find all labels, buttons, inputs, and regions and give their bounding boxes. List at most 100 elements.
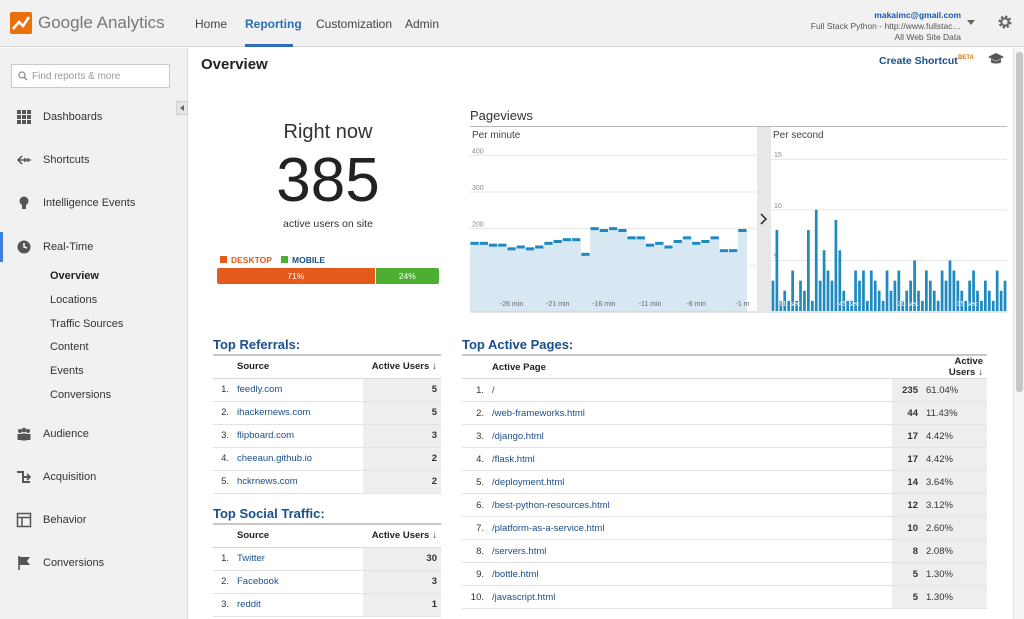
per-second-bar[interactable]	[948, 260, 952, 311]
per-second-bar[interactable]	[980, 300, 983, 311]
per-minute-point[interactable]	[609, 227, 618, 231]
per-second-bar[interactable]	[862, 270, 865, 311]
sort-down-icon[interactable]: ↓	[978, 367, 983, 378]
sidebar-item-conversions[interactable]: Conversions	[0, 548, 187, 578]
page-cell-link[interactable]: /flask.html	[492, 453, 535, 465]
per-second-bar[interactable]	[842, 290, 846, 311]
per-minute-point[interactable]	[710, 236, 719, 240]
search-box[interactable]	[11, 64, 170, 88]
per-second-bar[interactable]	[901, 300, 905, 311]
sidebar-item-behavior[interactable]: Behavior	[0, 505, 187, 535]
per-second-bar[interactable]	[925, 270, 928, 311]
sidebar-subitem-overview[interactable]: Overview	[50, 270, 99, 282]
google-analytics-logo[interactable]: Google Analytics	[10, 11, 165, 35]
per-second-bar[interactable]	[858, 280, 861, 311]
search-input[interactable]	[32, 68, 164, 84]
page-cell-link[interactable]: /javascript.html	[492, 591, 556, 603]
page-cell-link[interactable]: /	[492, 384, 495, 396]
page-cell-link[interactable]: /platform-as-a-service.html	[492, 522, 605, 534]
per-second-bar[interactable]	[909, 280, 912, 311]
per-second-bar[interactable]	[826, 270, 830, 311]
per-second-bar[interactable]	[818, 280, 822, 311]
per-minute-point[interactable]	[488, 243, 498, 247]
per-minute-point[interactable]	[738, 229, 747, 232]
per-second-bar[interactable]	[995, 270, 999, 311]
per-second-bar[interactable]	[775, 230, 779, 311]
source-cell-link[interactable]: ihackernews.com	[237, 407, 311, 418]
per-minute-point[interactable]	[581, 252, 590, 256]
per-second-bar[interactable]	[850, 300, 853, 311]
col-source[interactable]: Source	[233, 523, 363, 548]
per-second-bar[interactable]	[987, 290, 991, 311]
per-second-bar[interactable]	[905, 290, 909, 311]
source-cell-link[interactable]: flipboard.com	[237, 430, 295, 441]
scroll-thumb[interactable]	[1016, 52, 1023, 392]
per-minute-point[interactable]	[701, 240, 710, 243]
per-minute-point[interactable]	[627, 236, 636, 240]
sidebar-subitem-events[interactable]: Events	[50, 365, 84, 377]
page-cell-link[interactable]: /web-frameworks.html	[492, 407, 585, 419]
page-cell-link[interactable]: /django.html	[492, 430, 544, 442]
per-second-bar[interactable]	[881, 300, 885, 311]
per-second-bar[interactable]	[940, 270, 944, 311]
page-cell-link[interactable]: /bottle.html	[492, 568, 539, 580]
source-cell-link[interactable]: Facebook	[237, 576, 279, 587]
per-second-bar[interactable]	[893, 280, 897, 311]
col-active-users[interactable]: Active Users ↓	[363, 523, 441, 548]
per-second-bar[interactable]	[913, 260, 916, 311]
source-cell-link[interactable]: feedly.com	[237, 384, 283, 395]
per-second-bar[interactable]	[771, 280, 775, 311]
per-second-bar[interactable]	[838, 250, 842, 311]
nav-admin[interactable]: Admin	[405, 17, 440, 31]
create-shortcut-link[interactable]: Create Shortcut	[879, 55, 958, 67]
source-cell-link[interactable]: cheeaun.github.io	[237, 453, 313, 464]
per-minute-point[interactable]	[673, 240, 682, 243]
per-minute-point[interactable]	[516, 245, 525, 249]
per-minute-point[interactable]	[682, 236, 692, 240]
per-second-bar[interactable]	[779, 300, 783, 311]
source-cell-link[interactable]: hckrnews.com	[237, 476, 298, 487]
per-second-bar[interactable]	[952, 270, 956, 311]
per-second-bar[interactable]	[889, 290, 893, 311]
per-second-bar[interactable]	[991, 300, 995, 311]
per-second-bar[interactable]	[822, 250, 826, 311]
page-cell-link[interactable]: /best-python-resources.html	[492, 499, 610, 511]
source-cell-link[interactable]: Twitter	[237, 553, 265, 564]
sidebar-item-real-time[interactable]: Real-Time	[0, 232, 187, 262]
per-second-bar[interactable]	[810, 300, 814, 311]
per-minute-point[interactable]	[544, 241, 553, 245]
per-minute-point[interactable]	[618, 229, 627, 232]
per-minute-point[interactable]	[572, 238, 581, 242]
sidebar-subitem-locations[interactable]: Locations	[50, 294, 98, 306]
sort-down-icon[interactable]: ↓	[432, 361, 437, 373]
page-cell-link[interactable]: /deployment.html	[492, 476, 565, 488]
col-active-users[interactable]: Active Users ↓	[922, 354, 987, 379]
per-minute-point[interactable]	[562, 238, 572, 242]
per-minute-point[interactable]	[498, 243, 507, 247]
per-second-bar[interactable]	[897, 270, 901, 311]
per-minute-point[interactable]	[655, 241, 664, 245]
sort-down-icon[interactable]: ↓	[432, 530, 437, 542]
col-source[interactable]: Source	[233, 354, 363, 379]
collapse-sidebar-button[interactable]	[176, 101, 188, 115]
per-second-bar[interactable]	[956, 280, 960, 311]
per-second-bar[interactable]	[783, 290, 787, 311]
per-minute-point[interactable]	[535, 245, 544, 249]
per-second-bar[interactable]	[921, 300, 924, 311]
per-second-bar[interactable]	[873, 280, 877, 311]
per-second-bar[interactable]	[854, 270, 857, 311]
sidebar-item-audience[interactable]: Audience	[0, 419, 187, 449]
scrollbar[interactable]	[1013, 48, 1024, 619]
sidebar-subitem-traffic-sources[interactable]: Traffic Sources	[50, 318, 124, 330]
per-minute-point[interactable]	[525, 247, 535, 251]
account-selector[interactable]: makaimc@gmail.com Full Stack Python - ht…	[811, 10, 961, 43]
col-active-page[interactable]: Active Page	[488, 354, 892, 379]
sidebar-item-intelligence-events[interactable]: Intelligence Events	[0, 188, 187, 218]
per-second-bar[interactable]	[968, 280, 971, 311]
per-second-bar[interactable]	[960, 290, 964, 311]
per-minute-point[interactable]	[664, 245, 673, 249]
per-second-bar[interactable]	[791, 270, 794, 311]
sidebar-item-dashboards[interactable]: Dashboards	[0, 102, 187, 132]
per-second-bar[interactable]	[999, 290, 1003, 311]
per-second-bar[interactable]	[846, 300, 850, 311]
